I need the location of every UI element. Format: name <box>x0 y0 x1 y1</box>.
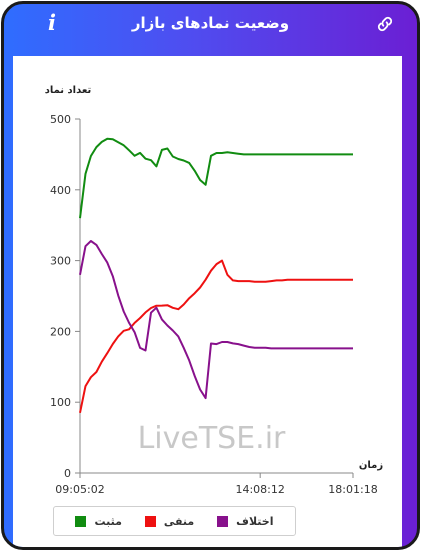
y-tick-label: 200 <box>50 325 71 338</box>
series-line-1 <box>79 137 353 219</box>
x-tick-label: 18:01:18 <box>328 483 377 496</box>
legend-item[interactable]: اختلاف <box>217 514 274 528</box>
x-tick-label: 14:08:12 <box>235 483 284 496</box>
legend-item[interactable]: منفی <box>144 514 195 528</box>
page-title: وضعیت نمادهای بازار <box>131 14 290 32</box>
legend-label: اختلاف <box>236 514 274 528</box>
y-axis-title: تعداد نماد <box>45 85 92 96</box>
header-bar: i وضعیت نمادهای بازار <box>4 4 417 42</box>
series-line-3 <box>79 240 353 400</box>
legend-label: منفی <box>163 514 195 528</box>
series-line-2 <box>79 259 353 414</box>
legend-label: مثبت <box>94 514 122 528</box>
legend-swatch <box>217 515 229 527</box>
y-tick-label: 500 <box>50 113 71 126</box>
y-tick-label: 0 <box>64 467 71 480</box>
legend-swatch <box>144 515 156 527</box>
app-window: i وضعیت نمادهای بازار LiveTSE.ir 0 100 200 3… <box>1 1 420 550</box>
legend-item[interactable]: مثبت <box>75 514 122 528</box>
y-tick-label: 300 <box>50 255 71 268</box>
watermark-text: LiveTSE.ir <box>138 421 286 456</box>
link-icon[interactable] <box>375 14 395 34</box>
chart-panel: LiveTSE.ir 0 100 200 300 400 500 09:05:02 14:08:… <box>13 56 402 547</box>
line-chart: LiveTSE.ir 0 100 200 300 400 500 09:05:02 14:08:… <box>45 85 384 496</box>
x-tick-label: 09:05:02 <box>55 483 104 496</box>
y-tick-label: 100 <box>50 396 71 409</box>
legend-swatch <box>75 515 87 527</box>
y-tick-label: 400 <box>50 184 71 197</box>
chart-legend: مثبت منفی اختلاف <box>53 506 296 536</box>
info-icon[interactable]: i <box>48 10 56 35</box>
x-axis-title: زمان <box>359 460 383 471</box>
